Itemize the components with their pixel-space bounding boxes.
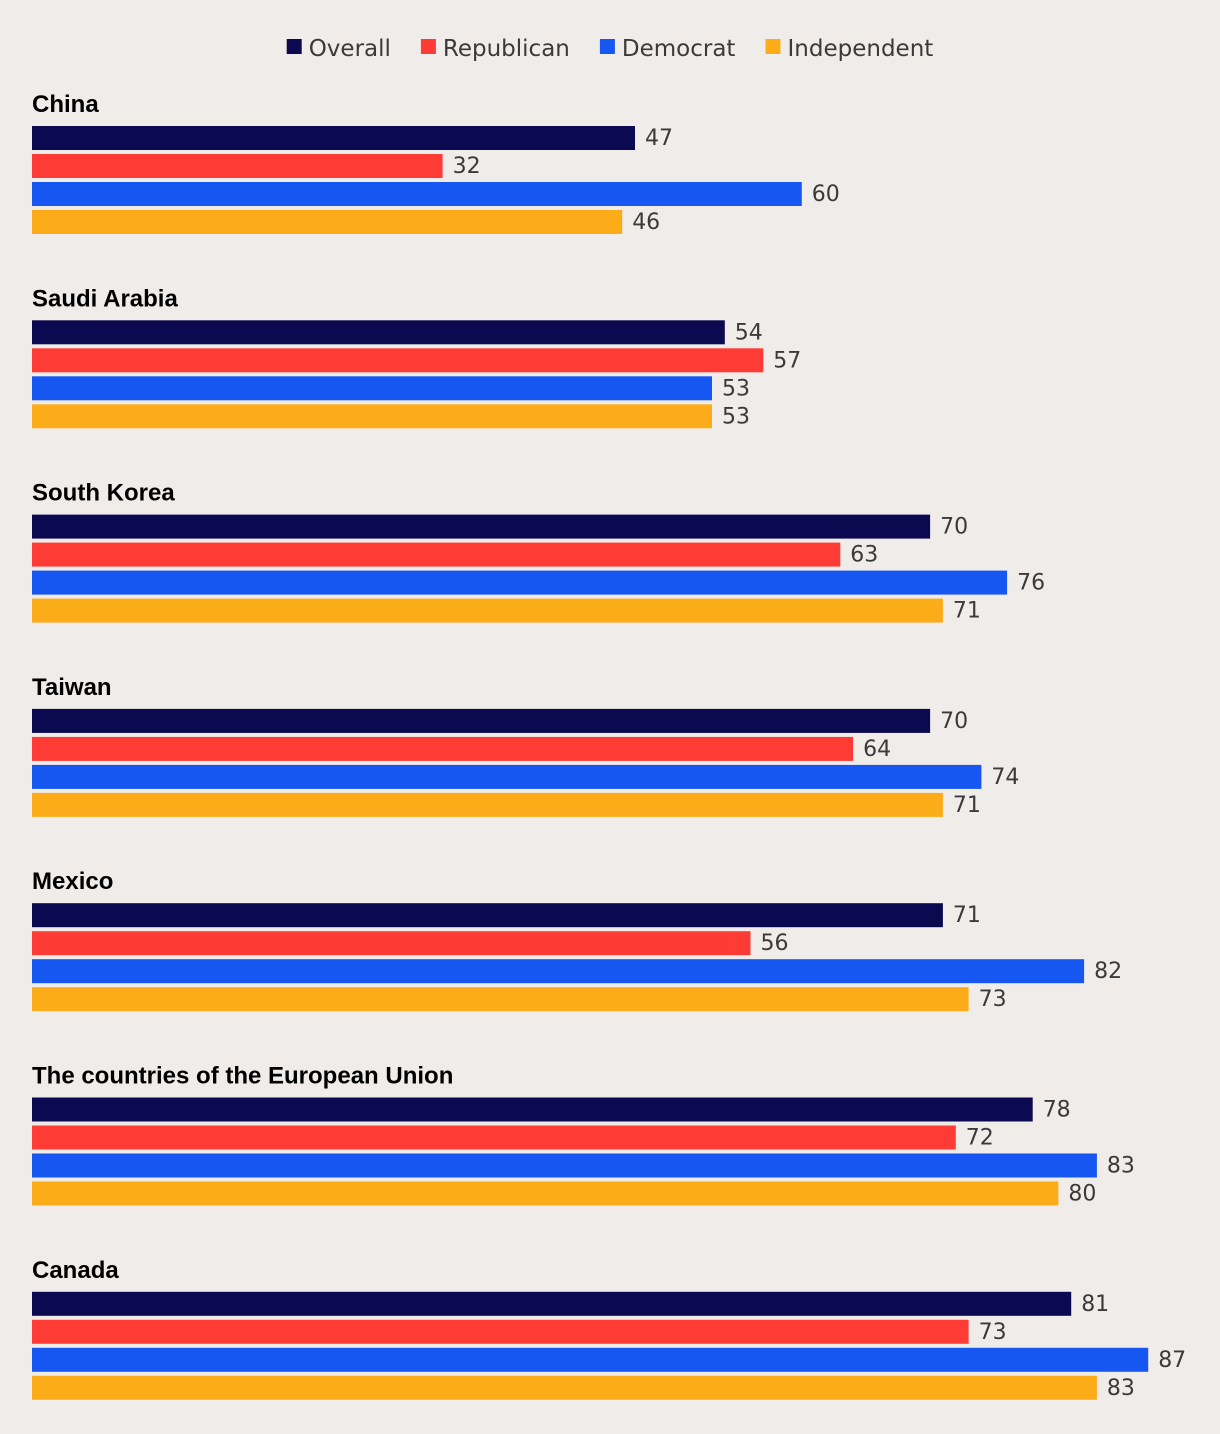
legend-item-independent: Independent xyxy=(765,36,934,62)
bar-china-overall xyxy=(32,126,635,150)
value-label-taiwan-overall: 70 xyxy=(940,709,968,734)
group-title-saudi-arabia: Saudi Arabia xyxy=(32,285,178,312)
value-label-china-republican: 32 xyxy=(453,154,481,179)
bar-taiwan-republican xyxy=(32,736,854,761)
value-label-the-countries-of-the-european-union-overall: 78 xyxy=(1043,1098,1071,1123)
legend-label-overall: Overall xyxy=(309,36,391,62)
bar-canada-overall xyxy=(32,1291,1072,1316)
value-label-south-korea-democrat: 76 xyxy=(1017,571,1045,596)
legend-item-republican: Republican xyxy=(420,36,570,62)
group-the-countries-of-the-european-union: The countries of the European Union 78 72 8… xyxy=(32,1063,1135,1207)
group-title-canada: Canada xyxy=(32,1257,119,1284)
bar-south-korea-republican xyxy=(32,542,841,567)
value-label-the-countries-of-the-european-union-democrat: 83 xyxy=(1107,1154,1135,1179)
bar-saudi-arabia-independent xyxy=(32,404,712,429)
value-label-china-independent: 46 xyxy=(632,210,660,235)
value-label-canada-overall: 81 xyxy=(1081,1292,1109,1317)
legend-swatch-democrat xyxy=(599,39,615,54)
bar-saudi-arabia-overall xyxy=(32,320,725,345)
bar-canada-republican xyxy=(32,1319,969,1344)
bar-taiwan-independent xyxy=(32,792,943,817)
legend-swatch-overall xyxy=(286,39,302,54)
legend: Overall Republican Democrat Independent xyxy=(286,36,934,62)
legend-label-democrat: Democrat xyxy=(622,36,736,62)
value-label-saudi-arabia-overall: 54 xyxy=(735,320,763,345)
value-label-canada-independent: 83 xyxy=(1107,1376,1135,1401)
value-label-mexico-republican: 56 xyxy=(761,931,789,956)
bar-the-countries-of-the-european-union-democrat xyxy=(32,1153,1097,1178)
bar-south-korea-democrat xyxy=(32,570,1008,595)
value-label-china-democrat: 60 xyxy=(812,182,840,207)
bar-saudi-arabia-democrat xyxy=(32,376,712,401)
bar-mexico-independent xyxy=(32,987,969,1012)
group-taiwan: Taiwan 70 64 74 71 xyxy=(32,674,1019,818)
bar-south-korea-overall xyxy=(32,514,931,539)
value-label-mexico-democrat: 82 xyxy=(1094,959,1122,984)
legend-item-democrat: Democrat xyxy=(599,36,736,62)
bar-canada-independent xyxy=(32,1375,1097,1400)
group-mexico: Mexico 71 56 82 73 xyxy=(32,868,1122,1012)
bar-taiwan-overall xyxy=(32,708,931,733)
bar-south-korea-independent xyxy=(32,598,943,623)
value-label-south-korea-independent: 71 xyxy=(953,599,981,624)
legend-item-overall: Overall xyxy=(286,36,391,62)
bar-china-republican xyxy=(32,154,443,178)
value-label-canada-democrat: 87 xyxy=(1158,1348,1186,1373)
bar-china-democrat xyxy=(32,182,802,206)
legend-swatch-independent xyxy=(765,39,781,54)
group-title-the-countries-of-the-european-union: The countries of the European Union xyxy=(32,1063,453,1090)
bar-mexico-republican xyxy=(32,931,751,956)
bar-the-countries-of-the-european-union-independent xyxy=(32,1181,1059,1206)
group-south-korea: South Korea 70 63 76 71 xyxy=(32,480,1045,624)
value-label-the-countries-of-the-european-union-independent: 80 xyxy=(1068,1182,1096,1207)
group-saudi-arabia: Saudi Arabia 54 57 53 53 xyxy=(32,285,801,429)
group-title-taiwan: Taiwan xyxy=(32,674,112,701)
value-label-south-korea-republican: 63 xyxy=(850,543,878,568)
group-china: China 47 32 60 46 xyxy=(32,91,840,235)
bar-the-countries-of-the-european-union-republican xyxy=(32,1125,956,1150)
value-label-the-countries-of-the-european-union-republican: 72 xyxy=(966,1126,994,1151)
group-canada: Canada 81 73 87 83 xyxy=(32,1257,1186,1401)
bar-saudi-arabia-republican xyxy=(32,348,764,373)
value-label-taiwan-independent: 71 xyxy=(953,793,981,818)
value-label-mexico-independent: 73 xyxy=(979,987,1007,1012)
bar-mexico-democrat xyxy=(32,959,1085,984)
value-label-mexico-overall: 71 xyxy=(953,903,981,928)
group-title-china: China xyxy=(32,91,99,118)
group-title-south-korea: South Korea xyxy=(32,480,175,507)
bar-china-independent xyxy=(32,210,623,234)
value-label-china-overall: 47 xyxy=(645,126,673,151)
chart-groups: China 47 32 60 46 Saudi Arabia 54 57 53 53 South K… xyxy=(32,91,1186,1401)
value-label-saudi-arabia-independent: 53 xyxy=(722,404,750,429)
legend-label-independent: Independent xyxy=(788,36,934,62)
group-title-mexico: Mexico xyxy=(32,868,113,895)
bar-mexico-overall xyxy=(32,903,943,928)
bar-the-countries-of-the-european-union-overall xyxy=(32,1097,1033,1122)
value-label-saudi-arabia-democrat: 53 xyxy=(722,376,750,401)
legend-swatch-republican xyxy=(420,39,436,54)
value-label-south-korea-overall: 70 xyxy=(940,515,968,540)
legend-label-republican: Republican xyxy=(443,36,570,62)
value-label-taiwan-democrat: 74 xyxy=(991,765,1019,790)
value-label-taiwan-republican: 64 xyxy=(863,737,891,762)
bar-canada-democrat xyxy=(32,1347,1149,1372)
value-label-canada-republican: 73 xyxy=(979,1320,1007,1345)
bar-taiwan-democrat xyxy=(32,764,982,789)
value-label-saudi-arabia-republican: 57 xyxy=(773,348,801,373)
